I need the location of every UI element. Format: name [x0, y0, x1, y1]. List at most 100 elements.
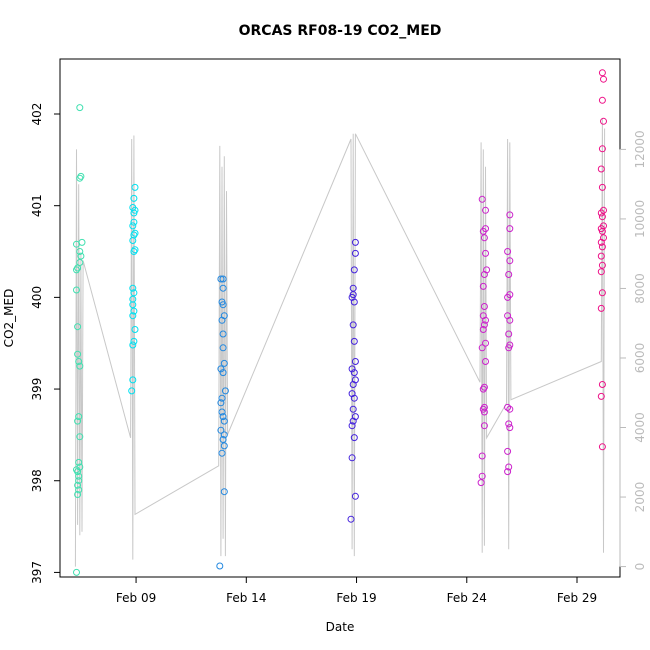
- data-point: [504, 468, 512, 476]
- y2-tick-label: 6000: [633, 343, 647, 374]
- y2-tick-label: 4000: [633, 412, 647, 443]
- data-point: [75, 358, 83, 365]
- data-point: [598, 96, 606, 104]
- data-point: [218, 449, 226, 457]
- x-tick-label: Feb 29: [557, 591, 597, 605]
- data-point: [130, 337, 138, 345]
- data-point: [76, 463, 84, 471]
- y-tick-label: 400: [30, 286, 44, 309]
- data-point: [219, 413, 227, 421]
- data-point: [129, 312, 137, 320]
- y-tick-label: 402: [30, 103, 44, 126]
- secondary-line-layer: [74, 118, 606, 567]
- data-point: [477, 479, 485, 487]
- chart-title: ORCAS RF08-19 CO2_MED: [239, 23, 442, 39]
- data-point: [349, 321, 357, 329]
- data-point: [505, 463, 513, 471]
- data-point: [478, 195, 486, 203]
- data-point: [598, 69, 606, 77]
- data-point: [480, 321, 488, 329]
- data-point: [478, 452, 486, 460]
- data-point: [218, 394, 226, 402]
- data-point: [598, 261, 606, 269]
- data-point: [480, 383, 488, 391]
- points-layer: [73, 69, 607, 576]
- series-5: [477, 195, 514, 487]
- data-point: [74, 417, 82, 425]
- data-point: [478, 472, 486, 480]
- data-point: [505, 271, 513, 278]
- data-point: [348, 422, 356, 430]
- data-point: [506, 225, 514, 233]
- series-4: [347, 238, 359, 523]
- data-point: [597, 165, 605, 173]
- data-point: [220, 442, 228, 450]
- data-point: [351, 492, 359, 500]
- data-point: [217, 365, 225, 373]
- data-point: [220, 312, 228, 320]
- data-point: [348, 365, 356, 373]
- data-point: [76, 362, 84, 370]
- data-point: [218, 298, 226, 306]
- y-tick-label: 399: [30, 378, 44, 401]
- data-point: [482, 206, 489, 214]
- data-point: [479, 326, 487, 333]
- data-point: [351, 376, 359, 384]
- data-point: [479, 312, 487, 320]
- data-point: [130, 307, 138, 315]
- data-point: [506, 291, 514, 299]
- data-point: [76, 433, 84, 441]
- y-axis-left: 397 398 399 400 401 402: [30, 103, 60, 584]
- data-point: [480, 234, 488, 242]
- series-2: [128, 183, 139, 395]
- data-point: [506, 405, 514, 413]
- data-point: [217, 399, 225, 407]
- x-tick-label: Feb 09: [116, 591, 156, 605]
- data-point: [219, 284, 227, 292]
- data-point: [220, 417, 228, 425]
- data-point: [131, 326, 139, 333]
- data-point: [130, 218, 138, 226]
- y2-tick-label: 10000: [633, 200, 647, 238]
- data-point: [74, 350, 82, 358]
- data-point: [598, 213, 606, 221]
- data-point: [74, 491, 82, 498]
- data-point: [597, 268, 605, 276]
- data-point: [220, 431, 228, 439]
- y-tick-label: 397: [30, 561, 44, 584]
- data-point: [129, 295, 137, 303]
- data-point: [129, 222, 137, 230]
- y2-tick-label: 8000: [633, 273, 647, 304]
- series-1: [73, 104, 86, 576]
- data-point: [221, 387, 229, 395]
- data-point: [131, 229, 139, 237]
- x-tick-label: Feb 24: [447, 591, 487, 605]
- data-point: [483, 266, 491, 274]
- y-axis-label: CO2_MED: [2, 289, 16, 348]
- data-point: [76, 248, 84, 255]
- data-point: [504, 447, 512, 455]
- series-3: [216, 275, 229, 570]
- data-point: [600, 117, 607, 125]
- data-point: [129, 376, 137, 384]
- data-point: [597, 304, 605, 312]
- data-point: [482, 339, 489, 347]
- data-point: [73, 286, 80, 294]
- data-point: [75, 413, 83, 421]
- y-tick-label: 398: [30, 469, 44, 492]
- data-point: [482, 225, 489, 233]
- data-point: [506, 257, 514, 265]
- data-point: [349, 284, 357, 292]
- data-point: [480, 403, 488, 411]
- secondary-series-line: [74, 118, 606, 567]
- data-point: [74, 323, 82, 331]
- data-point: [75, 486, 83, 494]
- data-point: [128, 387, 136, 395]
- data-point: [219, 344, 227, 352]
- data-point: [131, 246, 139, 254]
- data-point: [220, 488, 228, 496]
- data-point: [598, 443, 606, 451]
- data-point: [350, 337, 358, 345]
- data-point: [219, 369, 227, 377]
